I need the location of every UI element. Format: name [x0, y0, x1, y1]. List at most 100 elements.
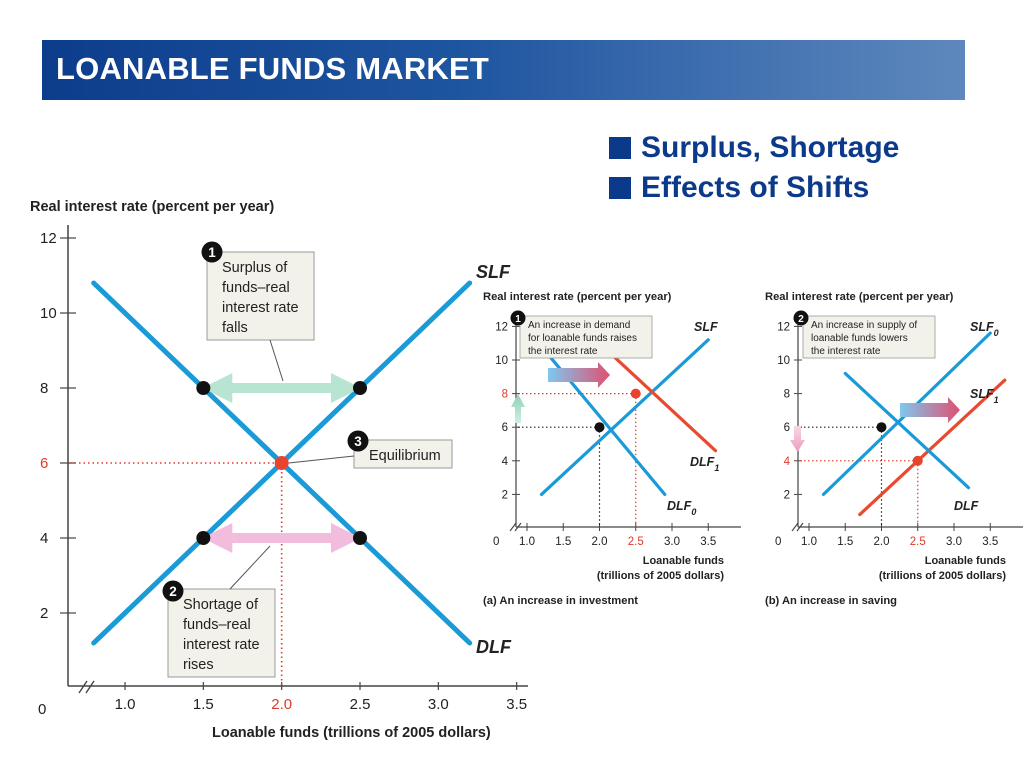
- y-tick-label: 2: [784, 489, 790, 501]
- y-tick-label: 12: [777, 321, 790, 333]
- curve-label-dlf0: DLF0: [667, 499, 696, 517]
- y-tick-label: 4: [502, 456, 509, 468]
- bullet-item: Effects of Shifts: [609, 168, 899, 208]
- x-tick-label: 2.0: [271, 696, 292, 713]
- curve-label-slf1: SLF1: [970, 387, 999, 405]
- y-tick-label: 6: [40, 455, 48, 472]
- y-tick-label: 12: [495, 321, 508, 333]
- annotation-surplus-text: Surplus of: [222, 260, 288, 276]
- bullet-text: Surplus, Shortage: [641, 131, 900, 164]
- bullet-square-icon: [609, 177, 631, 199]
- annotation-equilibrium-badge-icon: [347, 430, 369, 452]
- y-tick-label: 10: [40, 305, 57, 322]
- equilibrium-point: [274, 456, 289, 470]
- y-axis-title: Real interest rate (percent per year): [765, 291, 954, 303]
- annotation-shortage-text: interest rate: [183, 637, 260, 653]
- annotation-badge-icon: [510, 310, 526, 326]
- x-tick-label: 3.0: [428, 696, 449, 713]
- annotation-text: the interest rate: [811, 346, 881, 357]
- bullet-square-icon: [609, 137, 631, 159]
- data-point: [353, 381, 368, 395]
- annotation-surplus-number: 1: [208, 245, 216, 260]
- y-axis-title: Real interest rate (percent per year): [483, 291, 672, 303]
- x-tick-label: 3.5: [982, 536, 998, 548]
- title-banner: LOANABLE FUNDS MARKET: [42, 40, 965, 100]
- x-axis-title: Loanable funds: [925, 555, 1006, 567]
- annotation-surplus-text: funds–real: [222, 280, 290, 296]
- annotation-surplus-badge-icon: [201, 241, 223, 263]
- chart-caption: (a) An increase in investment: [483, 595, 638, 607]
- origin-label: 0: [38, 701, 46, 718]
- x-tick-label: 3.5: [700, 536, 716, 548]
- x-tick-label: 2.0: [592, 536, 608, 548]
- curve-label-dlf: DLF: [476, 637, 512, 657]
- rate-fall-arrow: [790, 426, 805, 452]
- x-tick-label: 1.5: [555, 536, 571, 548]
- data-point: [196, 531, 211, 545]
- demand-shift-arrow: [548, 362, 610, 388]
- annotation-shortage-text: rises: [183, 657, 214, 673]
- y-tick-label: 6: [784, 422, 790, 434]
- new-equilibrium-point: [630, 388, 641, 399]
- bullet-item: Surplus, Shortage: [609, 128, 899, 168]
- curve-label-dlf1: DLF1: [690, 455, 719, 473]
- annotation-shortage-text: Shortage of: [183, 597, 259, 613]
- curve-label-slf: SLF: [694, 320, 718, 334]
- y-axis-title: Real interest rate (percent per year): [30, 199, 274, 215]
- y-tick-label: 4: [40, 530, 48, 547]
- chart-caption: (b) An increase in saving: [765, 595, 897, 607]
- annotation-number: 1: [515, 314, 521, 325]
- x-tick-label: 1.0: [801, 536, 817, 548]
- curve-dlf1: [605, 348, 718, 453]
- x-tick-label: 3.5: [506, 696, 527, 713]
- curve-label-slf0: SLF0: [970, 320, 999, 338]
- curve-label-dlf: DLF: [954, 499, 979, 513]
- y-tick-label: 4: [784, 456, 791, 468]
- annotation-equilibrium-leader: [288, 455, 355, 464]
- equilibrium-point: [876, 422, 887, 433]
- x-tick-label: 1.0: [115, 696, 136, 713]
- annotation-shortage-number: 2: [169, 584, 177, 599]
- y-tick-label: 8: [40, 380, 48, 397]
- curve-slf: [539, 338, 710, 496]
- annotation-text: An increase in demand: [528, 320, 630, 331]
- y-tick-label: 12: [40, 230, 57, 247]
- annotation-surplus-text: interest rate: [222, 300, 299, 316]
- x-tick-label: 1.5: [837, 536, 853, 548]
- x-tick-label: 2.5: [350, 696, 371, 713]
- annotation-surplus-box: [206, 251, 315, 341]
- equilibrium-point: [594, 422, 605, 433]
- curve-dlf: [843, 371, 971, 490]
- annotation-box: [802, 315, 936, 359]
- annotation-shortage-badge-icon: [162, 580, 184, 602]
- x-axis-title-units: (trillions of 2005 dollars): [597, 570, 724, 582]
- annotation-text: An increase in supply of: [811, 320, 917, 331]
- curve-slf1: [858, 378, 1007, 517]
- annotation-surplus-text: falls: [222, 320, 248, 336]
- origin-label: 0: [775, 536, 781, 548]
- annotation-equilibrium-box: [353, 439, 453, 469]
- annotation-text: for loanable funds raises: [528, 333, 637, 344]
- y-tick-label: 6: [502, 422, 508, 434]
- y-tick-label: 8: [502, 389, 508, 401]
- annotation-equilibrium-text: Equilibrium: [369, 448, 441, 464]
- annotation-text: the interest rate: [528, 346, 598, 357]
- supply-shift-arrow: [900, 397, 960, 423]
- annotation-text: loanable funds lowers: [811, 333, 908, 344]
- annotation-surplus-leader: [269, 339, 284, 382]
- x-axis-title-units: (trillions of 2005 dollars): [879, 570, 1006, 582]
- x-tick-label: 2.5: [910, 536, 926, 548]
- x-tick-label: 3.0: [664, 536, 680, 548]
- annotation-number: 2: [798, 314, 804, 325]
- x-axis-title: Loanable funds: [643, 555, 724, 567]
- x-tick-label: 2.5: [628, 536, 644, 548]
- annotation-badge-icon: [793, 310, 809, 326]
- axis-break: [509, 522, 522, 532]
- data-point: [196, 381, 211, 395]
- small-chart-b: Real interest rate (percent per year) 0 2 4…: [765, 291, 1023, 607]
- bullet-list: Surplus, Shortage Effects of Shifts: [609, 128, 899, 208]
- rate-rise-arrow: [511, 394, 525, 423]
- annotation-shortage-text: funds–real: [183, 617, 251, 633]
- small-chart-a: Real interest rate (percent per year) 0 2 4…: [483, 291, 741, 607]
